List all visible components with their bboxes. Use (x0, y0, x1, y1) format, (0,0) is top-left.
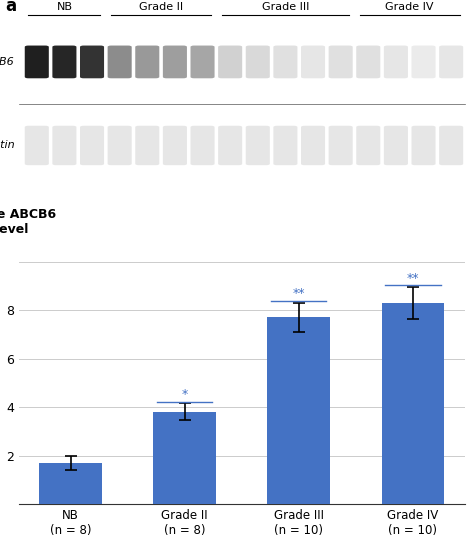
Text: Grade IV: Grade IV (385, 2, 434, 12)
FancyBboxPatch shape (328, 126, 353, 165)
FancyBboxPatch shape (411, 45, 436, 78)
FancyBboxPatch shape (273, 126, 298, 165)
Bar (267, 318, 330, 504)
FancyBboxPatch shape (163, 45, 187, 78)
FancyBboxPatch shape (108, 126, 132, 165)
FancyBboxPatch shape (80, 126, 104, 165)
Text: ABCB6: ABCB6 (0, 57, 15, 67)
FancyBboxPatch shape (246, 45, 270, 78)
Text: **: ** (292, 287, 305, 301)
FancyBboxPatch shape (163, 126, 187, 165)
Text: **: ** (407, 272, 419, 284)
FancyBboxPatch shape (135, 45, 159, 78)
Bar (382, 303, 444, 504)
FancyBboxPatch shape (439, 45, 463, 78)
Bar (153, 412, 216, 504)
FancyBboxPatch shape (52, 45, 76, 78)
FancyBboxPatch shape (135, 126, 159, 165)
Text: NB: NB (56, 2, 73, 12)
Text: *: * (182, 388, 188, 401)
FancyBboxPatch shape (25, 45, 49, 78)
Text: Grade III: Grade III (262, 2, 309, 12)
FancyBboxPatch shape (301, 45, 325, 78)
FancyBboxPatch shape (218, 126, 242, 165)
Bar (39, 463, 102, 504)
FancyBboxPatch shape (356, 126, 380, 165)
FancyBboxPatch shape (384, 45, 408, 78)
Text: β-actin: β-actin (0, 141, 15, 151)
FancyBboxPatch shape (191, 45, 215, 78)
FancyBboxPatch shape (328, 45, 353, 78)
FancyBboxPatch shape (246, 126, 270, 165)
FancyBboxPatch shape (356, 45, 380, 78)
FancyBboxPatch shape (273, 45, 298, 78)
Text: Grade II: Grade II (139, 2, 183, 12)
FancyBboxPatch shape (191, 126, 215, 165)
FancyBboxPatch shape (439, 126, 463, 165)
FancyBboxPatch shape (301, 126, 325, 165)
Text: Relative ABCB6
mRNA level: Relative ABCB6 mRNA level (0, 208, 56, 236)
FancyBboxPatch shape (384, 126, 408, 165)
FancyBboxPatch shape (108, 45, 132, 78)
FancyBboxPatch shape (80, 45, 104, 78)
FancyBboxPatch shape (411, 126, 436, 165)
FancyBboxPatch shape (25, 126, 49, 165)
FancyBboxPatch shape (218, 45, 242, 78)
FancyBboxPatch shape (52, 126, 76, 165)
Text: a: a (6, 0, 17, 15)
